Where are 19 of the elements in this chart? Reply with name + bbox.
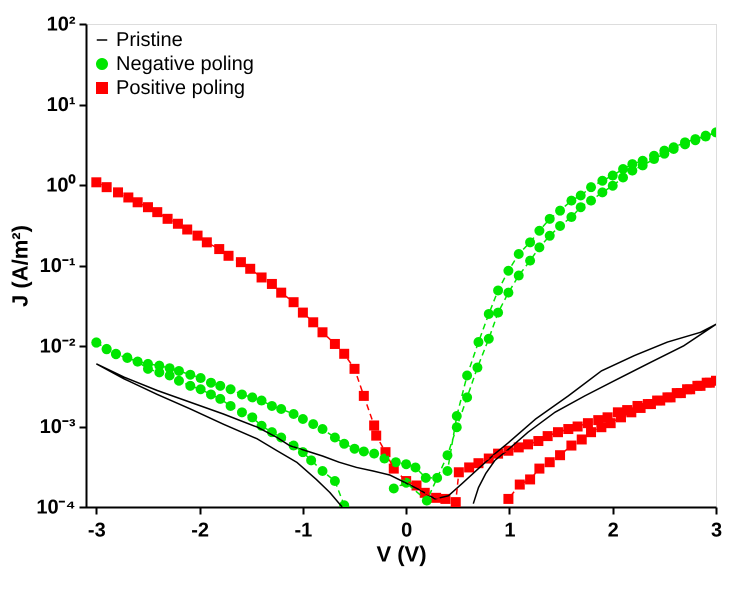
x-tick-label: 1 [504, 520, 516, 542]
x-tick-label: 3 [710, 520, 722, 542]
x-tick-label: -2 [191, 520, 210, 542]
y-tick-label: 10⁰ [46, 174, 76, 196]
x-tick-label: -1 [294, 520, 312, 542]
x-tick-label: -3 [88, 520, 106, 542]
y-tick-label: 10¹ [46, 94, 76, 116]
y-tick-label: 10⁻⁴ [36, 496, 76, 518]
x-tick-label: 0 [401, 520, 412, 542]
x-axis-title: V (V) [376, 542, 427, 566]
y-tick-label: 10⁻² [40, 336, 76, 358]
y-tick-label: 10⁻¹ [40, 255, 76, 277]
y-axis-title: J (A/m²) [7, 225, 32, 307]
legend-label: Negative poling [116, 53, 254, 75]
legend-label: Pristine [116, 29, 183, 51]
y-tick-label: 10⁻³ [40, 416, 76, 438]
y-tick-label: 10² [46, 14, 76, 36]
legend-label: Positive poling [116, 77, 245, 99]
x-tick-label: 2 [608, 520, 619, 542]
